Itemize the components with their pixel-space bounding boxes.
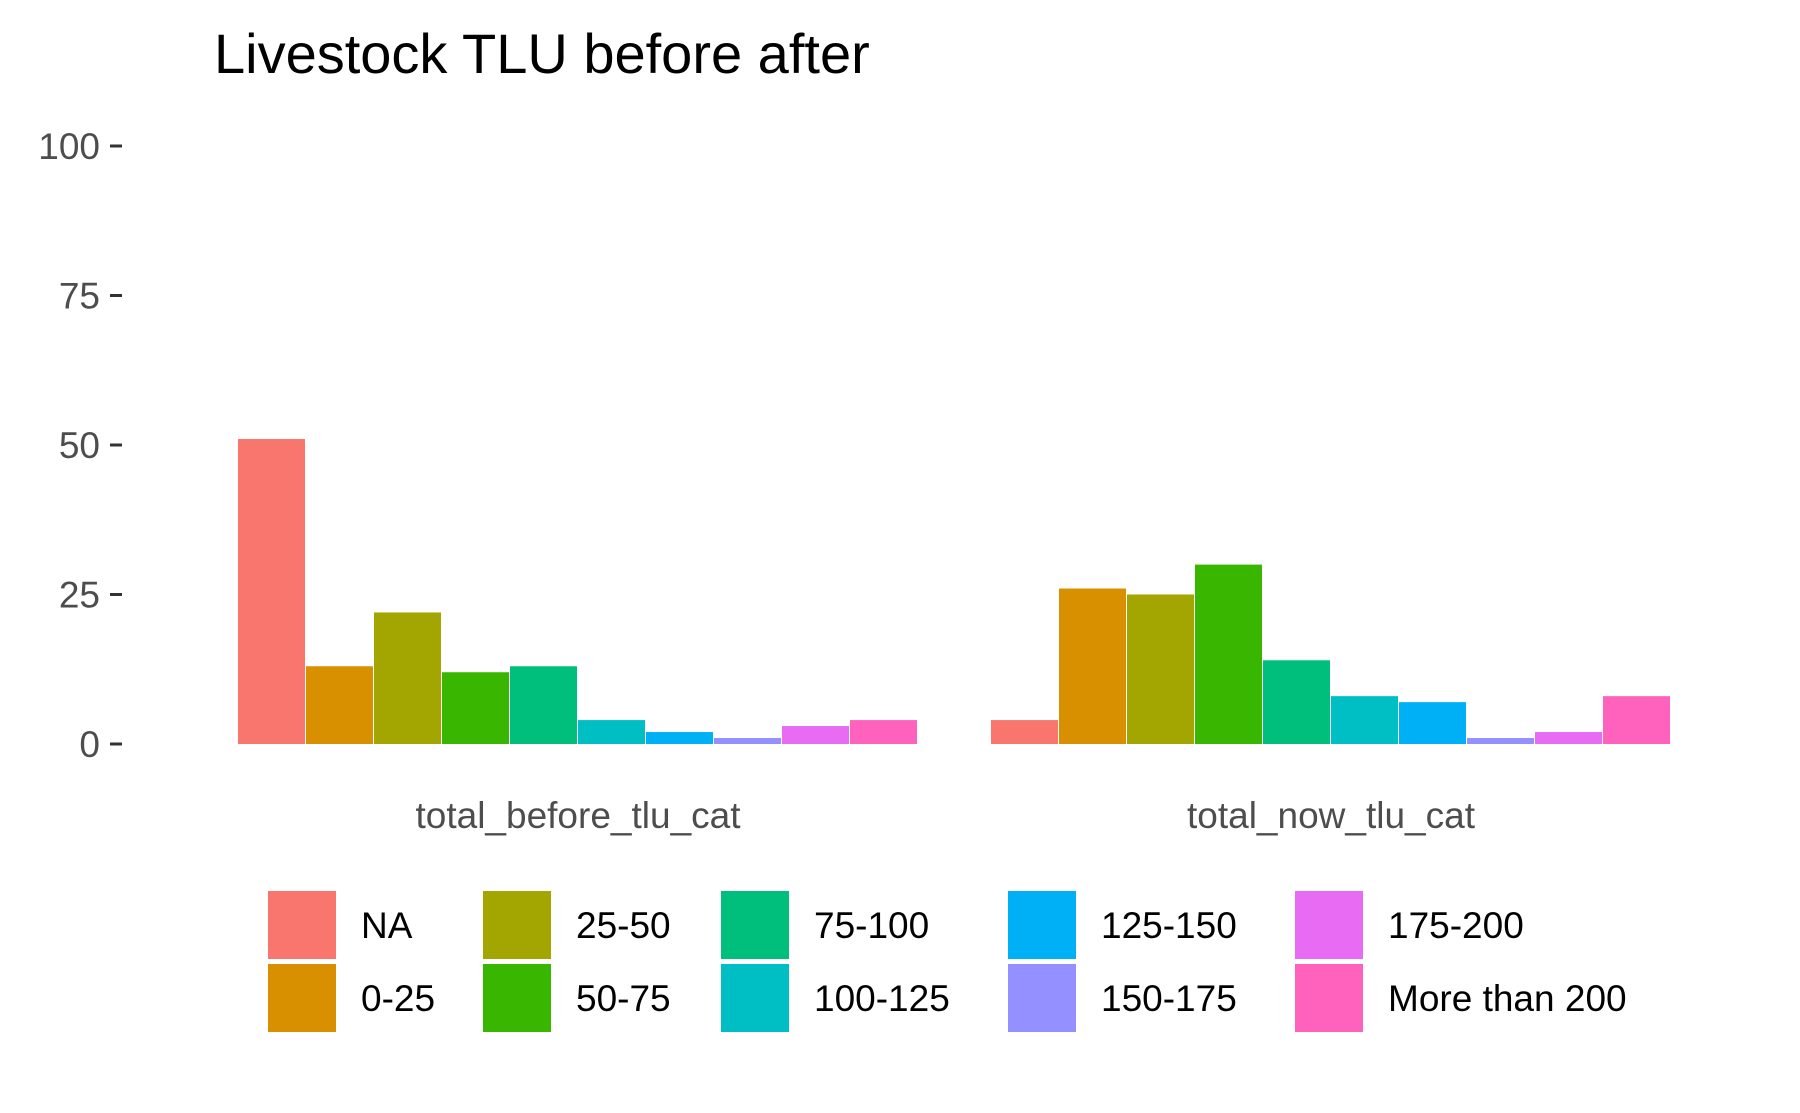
y-tick-label: 0	[79, 724, 100, 765]
bar-0-6	[646, 732, 713, 744]
bar-0-0	[238, 439, 305, 744]
x-axis: total_before_tlu_cat total_now_tlu_cat	[415, 795, 1475, 836]
legend-key	[268, 891, 336, 959]
bar-0-1	[306, 666, 373, 744]
chart-title: Livestock TLU before after	[214, 22, 870, 85]
legend-key	[268, 964, 336, 1032]
legend-label: 25-50	[576, 905, 671, 946]
legend-label: 150-175	[1101, 978, 1237, 1019]
x-category-label: total_before_tlu_cat	[415, 795, 741, 836]
bar-0-5	[578, 720, 645, 744]
y-tick-label: 75	[59, 276, 100, 317]
legend-key	[483, 891, 551, 959]
legend-label: 125-150	[1101, 905, 1237, 946]
legend-key	[721, 964, 789, 1032]
bar-1-1	[1059, 588, 1126, 744]
legend-key	[1295, 891, 1363, 959]
legend-key	[483, 964, 551, 1032]
legend-label: 75-100	[814, 905, 929, 946]
bar-0-7	[714, 738, 781, 744]
x-category-label: total_now_tlu_cat	[1187, 795, 1476, 836]
bar-1-8	[1535, 732, 1602, 744]
legend-label: 50-75	[576, 978, 671, 1019]
bar-1-3	[1195, 564, 1262, 744]
bar-1-7	[1467, 738, 1534, 744]
bar-0-8	[782, 726, 849, 744]
legend-label: 0-25	[361, 978, 435, 1019]
bar-1-0	[991, 720, 1058, 744]
legend-key	[1295, 964, 1363, 1032]
y-axis: 0 25 50 75 100	[38, 126, 122, 765]
bar-1-2	[1127, 594, 1194, 744]
legend-label: NA	[361, 905, 413, 946]
bar-0-3	[442, 672, 509, 744]
bar-1-6	[1399, 702, 1466, 744]
bar-0-4	[510, 666, 577, 744]
legend-label: More than 200	[1388, 978, 1627, 1019]
y-tick-label: 25	[59, 575, 100, 616]
legend-key	[721, 891, 789, 959]
bar-0-9	[850, 720, 917, 744]
bar-1-9	[1603, 696, 1670, 744]
y-tick-label: 100	[38, 126, 100, 167]
legend-key	[1008, 964, 1076, 1032]
legend-key	[1008, 891, 1076, 959]
y-tick-label: 50	[59, 425, 100, 466]
bar-0-2	[374, 612, 441, 744]
legend-label: 100-125	[814, 978, 950, 1019]
bars	[238, 439, 1670, 744]
legend: NA 0-25 25-50 50-75 75-100 100-125 125-150 150-…	[268, 891, 1627, 1032]
bar-1-4	[1263, 660, 1330, 744]
legend-label: 175-200	[1388, 905, 1524, 946]
bar-1-5	[1331, 696, 1398, 744]
